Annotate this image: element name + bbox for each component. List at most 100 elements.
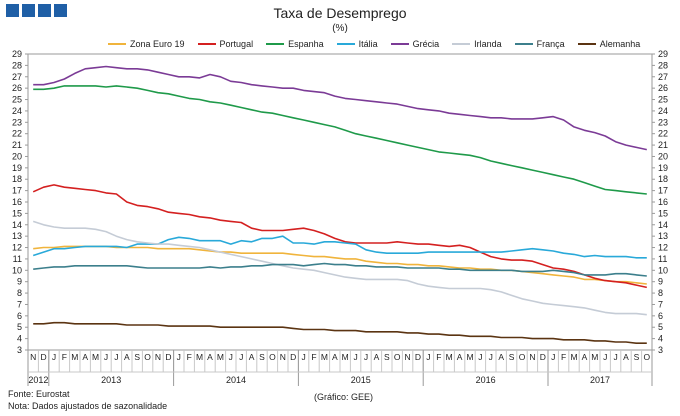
month-tick-label: A bbox=[498, 352, 504, 362]
month-tick-label: M bbox=[217, 352, 224, 362]
y-tick-label-left: 25 bbox=[12, 95, 22, 105]
y-tick-label-left: 9 bbox=[17, 277, 22, 287]
y-tick-label-right: 4 bbox=[658, 334, 663, 344]
month-tick-label: S bbox=[259, 352, 265, 362]
y-tick-label-left: 8 bbox=[17, 288, 22, 298]
month-tick-label: J bbox=[364, 352, 368, 362]
legend-swatch bbox=[514, 43, 533, 45]
month-tick-label: D bbox=[165, 352, 171, 362]
chart-subtitle: (%) bbox=[332, 23, 348, 34]
month-tick-label: M bbox=[591, 352, 598, 362]
month-tick-label: N bbox=[529, 352, 535, 362]
month-tick-label: J bbox=[114, 352, 118, 362]
month-tick-label: F bbox=[311, 352, 316, 362]
legend-swatch bbox=[452, 43, 471, 45]
month-tick-label: A bbox=[582, 352, 588, 362]
y-tick-label-left: 16 bbox=[12, 197, 22, 207]
month-tick-label: O bbox=[519, 352, 526, 362]
y-tick-label-left: 11 bbox=[13, 254, 22, 264]
y-tick-label-right: 21 bbox=[658, 140, 668, 150]
month-tick-label: A bbox=[332, 352, 338, 362]
y-tick-label-right: 8 bbox=[658, 288, 663, 298]
y-tick-label-right: 7 bbox=[658, 299, 663, 309]
logo-block bbox=[6, 4, 19, 17]
y-tick-label-right: 3 bbox=[658, 345, 663, 355]
month-tick-label: S bbox=[509, 352, 515, 362]
month-tick-label: J bbox=[104, 352, 108, 362]
y-tick-label-left: 29 bbox=[12, 49, 22, 59]
y-tick-label-right: 23 bbox=[658, 117, 668, 127]
y-tick-label-right: 15 bbox=[658, 208, 668, 218]
y-tick-label-left: 26 bbox=[12, 83, 22, 93]
month-tick-label: A bbox=[82, 352, 88, 362]
month-tick-label: D bbox=[415, 352, 421, 362]
legend-item: França bbox=[514, 39, 565, 49]
year-label: 2014 bbox=[226, 375, 246, 385]
month-tick-label: J bbox=[239, 352, 243, 362]
month-tick-label: M bbox=[92, 352, 99, 362]
month-tick-label: M bbox=[321, 352, 328, 362]
series-line-italia bbox=[32, 235, 647, 259]
month-tick-label: M bbox=[342, 352, 349, 362]
legend-swatch bbox=[336, 43, 355, 45]
y-tick-label-left: 23 bbox=[12, 117, 22, 127]
legend-swatch bbox=[390, 43, 409, 45]
month-tick-label: J bbox=[478, 352, 482, 362]
year-label: 2016 bbox=[476, 375, 496, 385]
month-tick-label: N bbox=[30, 352, 36, 362]
y-tick-label-left: 12 bbox=[12, 243, 22, 253]
y-tick-label-left: 3 bbox=[17, 345, 22, 355]
y-tick-label-left: 22 bbox=[12, 129, 22, 139]
month-tick-label: J bbox=[301, 352, 305, 362]
legend-label: Grécia bbox=[412, 39, 440, 49]
y-tick-label-right: 22 bbox=[658, 129, 668, 139]
month-tick-label: O bbox=[394, 352, 401, 362]
month-tick-label: J bbox=[52, 352, 56, 362]
month-tick-label: O bbox=[643, 352, 650, 362]
legend-item: Portugal bbox=[197, 39, 253, 49]
series-line-grecia bbox=[33, 65, 647, 151]
chart-legend: Zona Euro 19 Portugal Espanha Itália Grécia I… bbox=[108, 39, 653, 49]
y-tick-label-left: 6 bbox=[17, 311, 22, 321]
y-tick-label-left: 15 bbox=[12, 208, 22, 218]
legend-item: Grécia bbox=[390, 39, 440, 49]
month-tick-label: D bbox=[290, 352, 296, 362]
y-tick-label-right: 26 bbox=[658, 83, 668, 93]
legend-swatch bbox=[197, 43, 216, 45]
y-tick-label-left: 18 bbox=[12, 174, 22, 184]
legend-item: Zona Euro 19 bbox=[108, 39, 185, 49]
y-tick-label-right: 25 bbox=[658, 95, 668, 105]
series-line-espanha bbox=[33, 85, 647, 195]
month-tick-label: J bbox=[177, 352, 181, 362]
series-line-portugal bbox=[32, 184, 647, 289]
y-tick-label-left: 7 bbox=[17, 299, 22, 309]
y-tick-label-right: 24 bbox=[658, 106, 668, 116]
month-tick-label: S bbox=[384, 352, 390, 362]
y-tick-label-left: 4 bbox=[17, 334, 22, 344]
year-label: 2012 bbox=[28, 375, 48, 385]
month-tick-label: A bbox=[457, 352, 463, 362]
month-tick-label: N bbox=[405, 352, 411, 362]
legend-label: Itália bbox=[358, 39, 378, 49]
y-tick-label-right: 29 bbox=[658, 49, 668, 59]
y-tick-label-right: 6 bbox=[658, 311, 663, 321]
month-tick-label: M bbox=[466, 352, 473, 362]
month-tick-label: M bbox=[570, 352, 577, 362]
month-tick-label: A bbox=[374, 352, 380, 362]
y-tick-label-right: 11 bbox=[658, 254, 667, 264]
gee-logo bbox=[6, 4, 67, 17]
legend-label: Espanha bbox=[288, 39, 324, 49]
month-tick-label: A bbox=[623, 352, 629, 362]
series-line-zona-euro-19 bbox=[33, 245, 647, 285]
y-tick-label-right: 18 bbox=[658, 174, 668, 184]
month-tick-label: N bbox=[280, 352, 286, 362]
y-tick-label-right: 16 bbox=[658, 197, 668, 207]
legend-swatch bbox=[577, 43, 596, 45]
month-tick-label: F bbox=[561, 352, 566, 362]
y-tick-label-left: 10 bbox=[12, 265, 22, 275]
y-tick-label-left: 27 bbox=[12, 72, 22, 82]
legend-swatch bbox=[108, 43, 126, 45]
legend-label: Alemanha bbox=[599, 39, 641, 49]
year-label: 2017 bbox=[590, 375, 610, 385]
series-line-irlanda bbox=[32, 220, 647, 316]
